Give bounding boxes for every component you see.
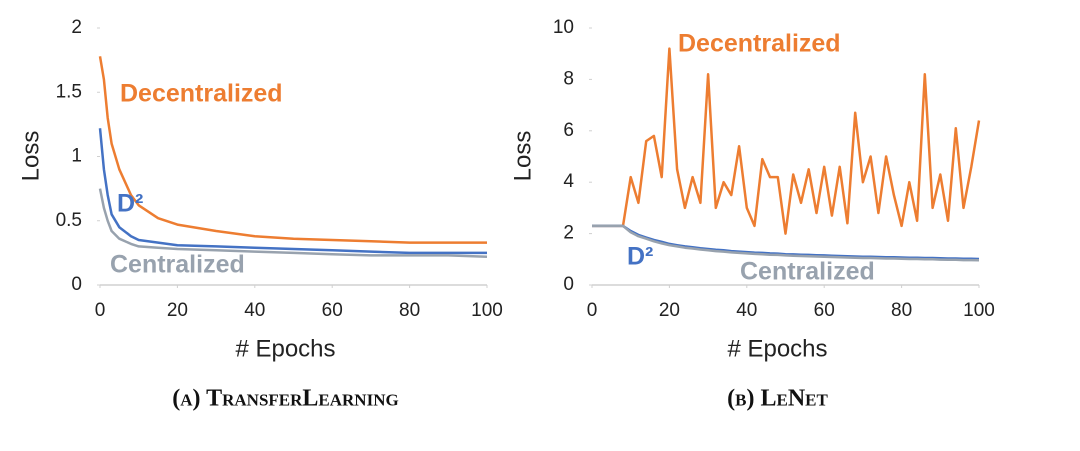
y-tick-label: 0.5 bbox=[56, 210, 82, 231]
y-tick-label: 0 bbox=[71, 274, 82, 295]
y-tick-label: 8 bbox=[563, 68, 574, 89]
y-axis-title: Loss bbox=[509, 131, 536, 182]
x-tick-label: 0 bbox=[587, 300, 598, 321]
y-tick-label: 2 bbox=[563, 223, 574, 244]
line-series bbox=[592, 47, 981, 235]
x-tick-label: 80 bbox=[891, 300, 912, 321]
x-tick-label: 100 bbox=[963, 300, 995, 321]
series-label: Centralized bbox=[110, 251, 245, 279]
line-series bbox=[98, 128, 487, 255]
y-axis-title: Loss bbox=[17, 131, 44, 182]
x-tick-label: 20 bbox=[659, 300, 680, 321]
series-label: Centralized bbox=[740, 258, 875, 286]
x-tick-label: 40 bbox=[736, 300, 757, 321]
x-tick-label: 40 bbox=[244, 300, 265, 321]
line-series bbox=[98, 56, 487, 244]
y-tick-label: 2 bbox=[71, 17, 82, 38]
x-tick-label: 100 bbox=[471, 300, 503, 321]
y-tick-label: 10 bbox=[553, 17, 574, 38]
x-axis-title: # Epochs bbox=[235, 335, 335, 362]
x-tick-label: 60 bbox=[322, 300, 343, 321]
x-tick-label: 60 bbox=[814, 300, 835, 321]
x-tick-label: 80 bbox=[399, 300, 420, 321]
series-label: Decentralized bbox=[120, 80, 283, 108]
series-label: Decentralized bbox=[678, 30, 841, 58]
y-tick-label: 1 bbox=[71, 146, 82, 167]
y-tick-label: 0 bbox=[563, 274, 574, 295]
x-tick-label: 0 bbox=[95, 300, 106, 321]
y-tick-label: 6 bbox=[563, 120, 574, 141]
chart-title: (a) TransferLearning bbox=[172, 386, 398, 412]
line-series bbox=[592, 224, 980, 262]
y-tick-label: 4 bbox=[563, 171, 574, 192]
x-tick-label: 20 bbox=[167, 300, 188, 321]
chart-title: (b) LeNet bbox=[727, 386, 828, 412]
line-series bbox=[98, 188, 488, 258]
series-label: D² bbox=[117, 190, 143, 218]
x-axis-title: # Epochs bbox=[727, 335, 827, 362]
y-tick-label: 1.5 bbox=[56, 81, 82, 102]
series-label: D² bbox=[627, 243, 653, 271]
